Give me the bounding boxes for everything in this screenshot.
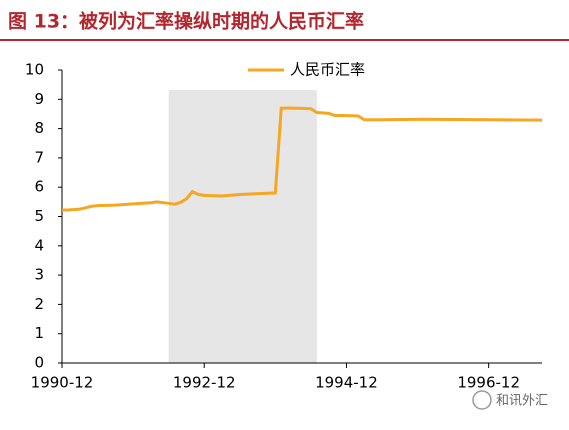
x-tick-label: 1992-12 — [173, 374, 236, 392]
y-tick-label: 3 — [34, 266, 44, 284]
y-tick-label: 5 — [34, 207, 44, 225]
chart-title: 图 13：被列为汇率操纵时期的人民币汇率 — [8, 10, 364, 33]
y-tick-label: 6 — [34, 178, 44, 196]
series-line — [62, 106, 543, 212]
y-tick-label: 10 — [25, 61, 44, 79]
x-tick-label: 1990-12 — [31, 374, 94, 392]
watermark: 和讯外汇 — [496, 394, 548, 409]
y-tick-label: 7 — [34, 148, 44, 166]
y-tick-label: 1 — [34, 324, 44, 342]
y-tick-label: 4 — [34, 236, 44, 254]
y-tick-label: 8 — [34, 119, 44, 137]
x-tick-label: 1994-12 — [315, 374, 378, 392]
plot: 0 1 2 3 4 5 6 7 8 9 10 1990-12 1992-12 1994-12 1996-12… — [25, 61, 543, 392]
y-tick-label: 2 — [34, 295, 44, 313]
watermark-icon — [472, 390, 492, 410]
x-tick-label: 1996-12 — [457, 374, 520, 392]
y-tick-label: 9 — [34, 90, 44, 108]
shaded-period — [168, 90, 317, 363]
y-tick-label: 0 — [34, 354, 44, 372]
legend-label: 人民币汇率 — [290, 61, 365, 79]
